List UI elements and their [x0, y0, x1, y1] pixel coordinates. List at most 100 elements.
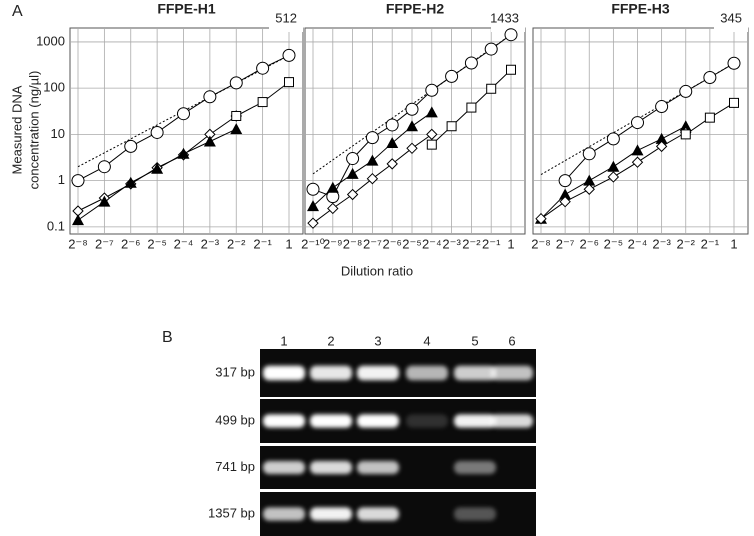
- band: [406, 414, 448, 428]
- marker-square: [426, 139, 437, 150]
- annotation: 1433: [490, 10, 519, 25]
- row-label: 1357 bp: [208, 505, 255, 520]
- marker-triangle: [326, 181, 339, 193]
- marker-square: [506, 64, 516, 75]
- marker-circle: [405, 102, 419, 116]
- marker-triangle: [151, 162, 164, 174]
- marker-triangle: [559, 188, 572, 200]
- marker-circle: [582, 147, 596, 161]
- marker-circle: [425, 83, 439, 97]
- band: [357, 507, 399, 521]
- lane-label: 6: [508, 333, 515, 348]
- x-tick-label: 2⁻⁶: [382, 236, 401, 251]
- band: [357, 365, 399, 381]
- marker-triangle: [98, 195, 111, 207]
- band: [310, 461, 352, 474]
- band: [491, 414, 533, 428]
- x-tick-label: 2⁻⁶: [121, 236, 140, 251]
- marker-circle: [727, 56, 741, 70]
- x-tick-label: 2⁻¹: [253, 236, 272, 251]
- marker-triangle: [386, 137, 399, 149]
- marker-circle: [464, 56, 478, 70]
- x-tick-label: 2⁻²: [462, 236, 481, 251]
- x-tick-label: 2⁻⁸: [531, 236, 551, 251]
- marker-triangle: [583, 174, 596, 186]
- marker-circle: [256, 61, 270, 75]
- band: [263, 507, 305, 521]
- marker-diamond: [607, 171, 620, 183]
- band: [263, 461, 305, 474]
- marker-triangle: [124, 176, 137, 188]
- marker-triangle: [72, 214, 84, 226]
- marker-square: [729, 97, 739, 108]
- band: [310, 507, 352, 521]
- marker-triangle: [307, 200, 319, 212]
- marker-triangle: [366, 154, 379, 166]
- marker-circle: [679, 84, 693, 98]
- x-tick-label: 1: [730, 236, 737, 251]
- x-tick-label: 2⁻¹: [701, 236, 720, 251]
- x-tick-label: 2⁻⁵: [147, 236, 166, 251]
- marker-diamond: [559, 195, 571, 208]
- x-tick-label: 2⁻¹⁰: [301, 236, 325, 251]
- marker-circle: [229, 76, 243, 90]
- y-tick-label: 10: [51, 126, 65, 141]
- x-tick-label: 2⁻⁵: [604, 236, 623, 251]
- marker-triangle: [679, 120, 692, 132]
- chart-title: FFPE-H3: [611, 1, 670, 17]
- annotation-bg: [491, 24, 525, 32]
- marker-triangle: [655, 132, 668, 144]
- marker-square: [466, 102, 477, 113]
- x-tick-label: 2⁻⁸: [343, 236, 363, 251]
- x-tick-label: 2⁻³: [442, 236, 461, 251]
- band: [454, 414, 496, 428]
- x-tick-label: 2⁻⁹: [323, 236, 343, 251]
- panel-label: B: [162, 329, 173, 346]
- marker-diamond: [307, 217, 319, 229]
- x-tick-label: 2⁻³: [201, 236, 220, 251]
- x-tick-label: 1: [285, 236, 292, 251]
- y-axis-label: Measured DNA: [9, 85, 24, 174]
- marker-circle: [71, 174, 85, 188]
- band: [263, 365, 305, 381]
- y-tick-label: 100: [43, 80, 65, 95]
- band: [310, 414, 352, 428]
- row-label: 741 bp: [215, 459, 255, 474]
- marker-diamond: [655, 140, 668, 153]
- band: [406, 365, 448, 381]
- chart-title: FFPE-H1: [157, 1, 216, 17]
- marker-circle: [203, 90, 217, 104]
- lane-label: 3: [374, 333, 381, 348]
- band: [454, 461, 496, 474]
- panel-label: A: [12, 3, 23, 20]
- annotation: 345: [720, 10, 742, 25]
- y-tick-label: 1000: [36, 33, 65, 48]
- marker-circle: [124, 139, 138, 153]
- annotation: 512: [275, 10, 297, 25]
- x-tick-label: 2⁻⁵: [402, 236, 421, 251]
- marker-square: [231, 110, 242, 121]
- marker-circle: [655, 100, 669, 114]
- band: [357, 461, 399, 474]
- marker-circle: [558, 174, 572, 188]
- marker-circle: [385, 118, 399, 132]
- marker-circle: [150, 125, 164, 139]
- x-tick-label: 2⁻²: [677, 236, 696, 251]
- marker-square: [284, 77, 294, 88]
- marker-diamond: [366, 172, 379, 185]
- lane-label: 1: [280, 333, 287, 348]
- x-tick-label: 2⁻³: [652, 236, 671, 251]
- marker-circle: [703, 70, 717, 84]
- marker-diamond: [346, 188, 359, 201]
- x-tick-label: 2⁻⁴: [174, 236, 194, 251]
- marker-circle: [445, 69, 459, 83]
- marker-square: [680, 129, 691, 140]
- y-tick-label: 1: [58, 172, 65, 187]
- lane-label: 5: [471, 333, 478, 348]
- row-label: 499 bp: [215, 412, 255, 427]
- marker-triangle: [346, 167, 359, 179]
- x-tick-label: 2⁻⁴: [628, 236, 648, 251]
- marker-circle: [346, 152, 360, 166]
- lane-label: 2: [327, 333, 334, 348]
